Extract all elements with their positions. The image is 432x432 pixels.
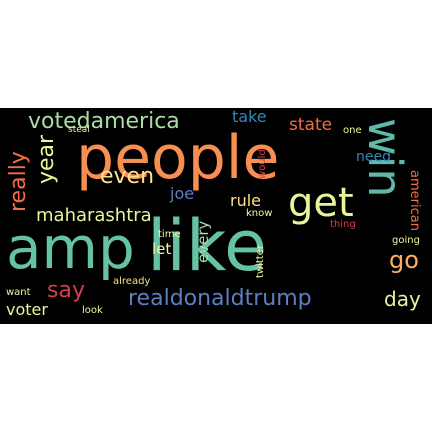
word-go: go (389, 246, 419, 274)
word-get: get (288, 180, 354, 226)
word-year: year (34, 134, 59, 184)
word-say: say (47, 278, 85, 303)
word-state: state (289, 115, 333, 135)
word-want: want (6, 287, 31, 298)
word-even: even (100, 164, 155, 189)
word-really: really (6, 151, 31, 212)
word-steal: steal (68, 125, 90, 135)
word-time: time (158, 229, 181, 240)
word-rule: rule (230, 191, 262, 210)
word-realdonaldtrump: realdonaldtrump (128, 286, 312, 311)
word-take: take (232, 108, 267, 126)
word-already: already (113, 276, 151, 287)
word-maharashtra: maharashtra (36, 205, 152, 226)
word-day: day (384, 287, 421, 311)
word-would: would (257, 149, 268, 179)
word-people: people (76, 123, 280, 193)
word-thing: thing (330, 219, 356, 230)
word-one: one (343, 125, 362, 136)
word-votedamerica: votedamerica (28, 109, 180, 134)
word-need: need (356, 149, 391, 165)
word-know: know (246, 208, 273, 219)
word-amp: amp (6, 214, 135, 282)
word-joe: joe (170, 184, 195, 203)
word-look: look (82, 305, 103, 316)
word-every: every (194, 220, 212, 263)
word-going: going (392, 235, 420, 246)
word-let: let (152, 240, 172, 258)
word-cloud: people amp like win get votedamerica rea… (0, 108, 432, 324)
word-like: like (147, 205, 268, 287)
word-american: american (407, 170, 422, 231)
word-twitter: twitter (255, 245, 266, 278)
word-voter: voter (6, 300, 48, 319)
